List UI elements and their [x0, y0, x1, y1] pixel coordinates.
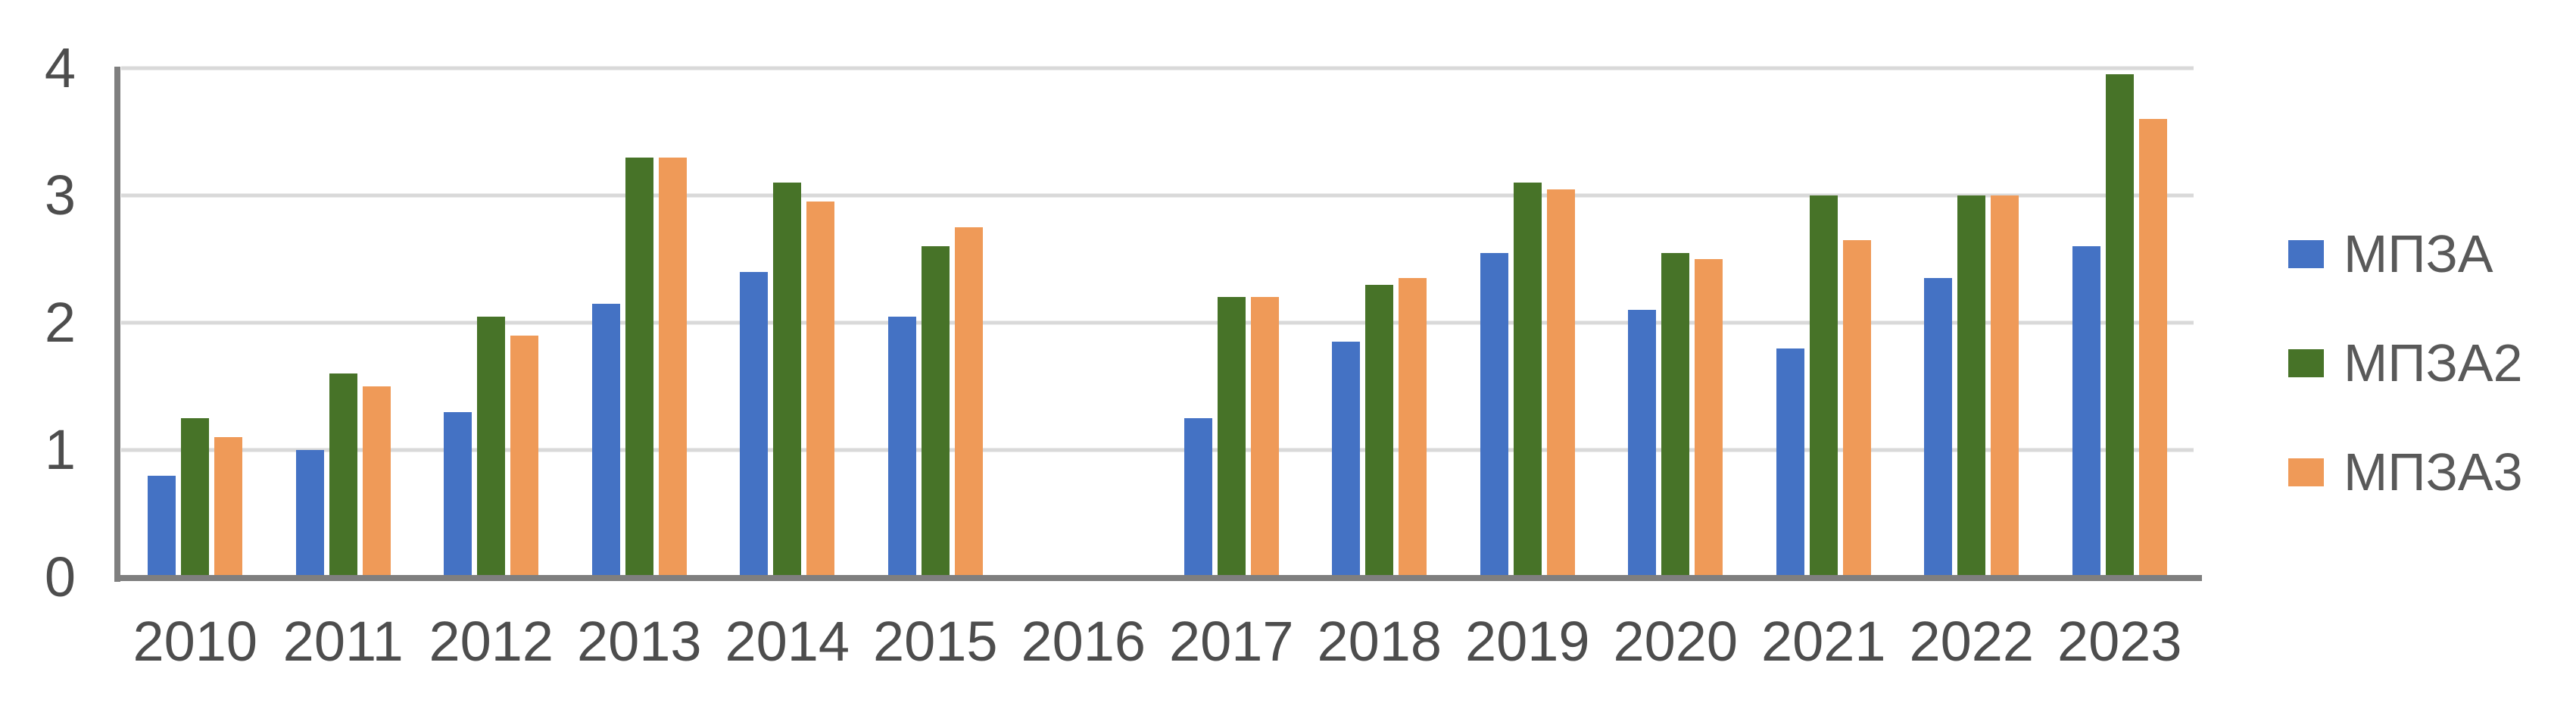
- y-tick-2: 2: [44, 291, 76, 354]
- x-tick-2012: 2012: [429, 610, 554, 673]
- bar-s2-2010: [181, 418, 210, 577]
- bar-s2-2022: [1957, 195, 1986, 577]
- x-tick-2015: 2015: [872, 610, 998, 673]
- legend-swatch-icon: [2288, 348, 2324, 377]
- bar-s2-2015: [921, 246, 950, 577]
- legend-item-2: МПЗА2: [2288, 336, 2523, 389]
- bar-s3-2021: [1842, 239, 1871, 577]
- legend-label: МПЗА3: [2344, 442, 2523, 502]
- x-tick-2016: 2016: [1021, 610, 1146, 673]
- bar-s1-2010: [148, 475, 176, 577]
- bar-group-2015: [862, 68, 1010, 577]
- bar-group-2011: [270, 68, 418, 577]
- bar-s3-2011: [362, 386, 391, 577]
- bar-s2-2014: [773, 183, 802, 577]
- x-axis-tick-labels: 2010 2011 2012 2013 2014 2015 2016 2017 2018 2019…: [121, 610, 2194, 673]
- x-tick-2018: 2018: [1317, 610, 1442, 673]
- bar-group-2013: [566, 68, 714, 577]
- gridline-y3: [121, 193, 2194, 198]
- bar-s3-2012: [510, 335, 539, 577]
- bar-group-2018: [1305, 68, 1454, 577]
- x-tick-2017: 2017: [1168, 610, 1294, 673]
- gridline-y2: [121, 320, 2194, 325]
- bar-s3-2010: [214, 437, 243, 577]
- bar-groups: [121, 68, 2194, 577]
- bar-s1-2011: [295, 450, 324, 577]
- x-axis-line: [114, 575, 2202, 581]
- bar-group-2023: [2046, 68, 2194, 577]
- legend-label: МПЗА: [2344, 224, 2493, 283]
- bar-s1-2019: [1480, 252, 1508, 577]
- legend-swatch-icon: [2288, 239, 2324, 268]
- bar-s1-2017: [1184, 418, 1212, 577]
- bar-s2-2019: [1513, 183, 1542, 577]
- bar-group-2010: [121, 68, 270, 577]
- bar-group-2017: [1158, 68, 1306, 577]
- bar-group-2016: [1009, 68, 1158, 577]
- bar-s3-2014: [806, 202, 835, 577]
- bar-s2-2023: [2105, 74, 2134, 577]
- bar-s1-2018: [1332, 342, 1361, 577]
- bar-group-2021: [1750, 68, 1898, 577]
- bar-s3-2013: [658, 157, 687, 577]
- bar-s2-2018: [1365, 284, 1394, 577]
- y-axis-line: [114, 67, 120, 582]
- plot-area: [114, 66, 2202, 582]
- bar-s2-2021: [1809, 195, 1838, 577]
- x-tick-2013: 2013: [576, 610, 702, 673]
- bar-s1-2015: [887, 316, 916, 577]
- bar-s2-2011: [329, 373, 357, 577]
- bar-group-2012: [417, 68, 566, 577]
- bar-s2-2012: [477, 316, 506, 577]
- bar-s1-2022: [1924, 278, 1953, 577]
- bar-s1-2021: [1776, 348, 1804, 577]
- y-tick-4: 4: [44, 36, 76, 99]
- x-tick-2020: 2020: [1613, 610, 1739, 673]
- y-tick-0: 0: [44, 545, 76, 608]
- x-tick-2014: 2014: [725, 610, 850, 673]
- bar-s3-2023: [2138, 119, 2167, 577]
- bar-s1-2020: [1628, 310, 1657, 577]
- bar-s3-2017: [1250, 297, 1279, 577]
- bar-group-2022: [1898, 68, 2046, 577]
- bar-s1-2023: [2072, 246, 2100, 577]
- y-tick-3: 3: [44, 164, 76, 227]
- x-tick-2022: 2022: [1909, 610, 2035, 673]
- x-tick-2019: 2019: [1464, 610, 1590, 673]
- bar-s1-2014: [740, 271, 769, 577]
- bar-s1-2012: [444, 411, 472, 577]
- legend-label: МПЗА2: [2344, 333, 2523, 392]
- bar-s2-2013: [625, 157, 653, 577]
- gridline-y1: [121, 448, 2194, 452]
- legend-item-1: МПЗА: [2288, 227, 2523, 280]
- bar-s3-2015: [954, 227, 983, 577]
- legend-swatch-icon: [2288, 458, 2324, 486]
- bar-s3-2019: [1546, 189, 1575, 577]
- x-tick-2010: 2010: [133, 610, 258, 673]
- bar-s3-2018: [1399, 278, 1427, 577]
- bar-s1-2013: [591, 303, 620, 577]
- bar-group-2014: [713, 68, 862, 577]
- y-tick-1: 1: [44, 418, 76, 481]
- legend-item-3: МПЗА3: [2288, 445, 2523, 498]
- bar-s2-2017: [1217, 297, 1246, 577]
- x-tick-2021: 2021: [1760, 610, 1886, 673]
- x-tick-2023: 2023: [2057, 610, 2182, 673]
- x-tick-2011: 2011: [282, 610, 404, 673]
- gridline-y4: [121, 66, 2194, 70]
- bar-s3-2022: [1991, 195, 2019, 577]
- bar-group-2019: [1454, 68, 1602, 577]
- bar-group-2020: [1601, 68, 1750, 577]
- bar-s3-2020: [1695, 259, 1723, 577]
- bar-s2-2020: [1661, 252, 1690, 577]
- legend: МПЗА МПЗА2 МПЗА3: [2288, 227, 2523, 498]
